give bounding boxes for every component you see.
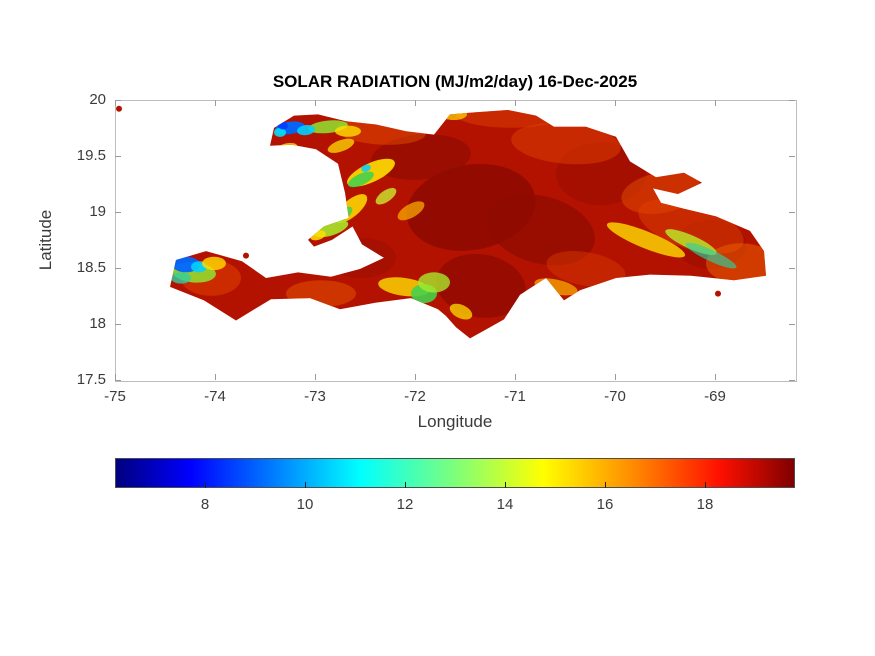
colorbar-tick-mark	[405, 482, 406, 488]
islet	[715, 290, 721, 297]
y-tick-mark	[115, 100, 121, 101]
y-tick-label: 19.5	[76, 147, 106, 164]
chart-title: SOLAR RADIATION (MJ/m2/day) 16-Dec-2025	[272, 72, 638, 91]
value-patch	[371, 134, 471, 180]
value-patch	[511, 122, 621, 165]
y-tick-mark	[115, 268, 121, 269]
x-tick-mark-top	[715, 100, 716, 106]
x-tick-mark-top	[615, 100, 616, 106]
y-tick-mark	[115, 212, 121, 213]
value-patch	[418, 272, 450, 293]
value-patch	[375, 187, 397, 205]
value-patch	[297, 124, 315, 136]
colorbar-tick-label: 18	[696, 496, 714, 513]
colorbar-tick-mark	[705, 482, 706, 488]
colorbar-tick-label: 12	[396, 496, 414, 513]
x-tick-mark-top	[315, 100, 316, 106]
value-patch	[278, 121, 288, 130]
x-tick-mark-top	[215, 100, 216, 106]
y-tick-mark-right	[789, 380, 795, 381]
y-tick-mark-right	[789, 100, 795, 101]
value-patch	[286, 280, 356, 307]
value-patch	[335, 125, 361, 137]
colorbar-tick-label: 14	[496, 496, 514, 513]
colorbar	[115, 458, 795, 488]
y-tick-mark	[115, 380, 121, 381]
x-tick-mark	[215, 374, 216, 380]
colorbar-tick-label: 10	[296, 496, 314, 513]
value-patch	[638, 199, 744, 254]
value-patch	[348, 171, 374, 188]
colorbar-tick-mark	[505, 482, 506, 488]
value-patch	[202, 256, 226, 271]
x-tick-mark-top	[415, 100, 416, 106]
y-tick-mark-right	[789, 268, 795, 269]
x-tick-mark	[115, 374, 116, 380]
y-tick-mark	[115, 324, 121, 325]
y-tick-label: 19	[89, 203, 106, 220]
heatmap-canvas	[116, 105, 766, 339]
x-axis-label: Longitude	[417, 412, 493, 431]
value-patch	[274, 127, 286, 137]
x-tick-label: -75	[104, 388, 126, 405]
y-tick-mark-right	[789, 156, 795, 157]
value-patch	[361, 164, 371, 172]
x-tick-mark-top	[515, 100, 516, 106]
value-patch	[456, 110, 566, 128]
value-patch	[546, 251, 626, 287]
x-tick-mark-top	[115, 100, 116, 106]
value-patch	[436, 253, 526, 318]
colorbar-tick-mark	[605, 482, 606, 488]
x-tick-mark	[415, 374, 416, 380]
value-patch	[326, 237, 396, 278]
value-patch	[685, 242, 737, 269]
islet	[116, 105, 122, 112]
y-tick-label: 17.5	[76, 371, 106, 388]
y-tick-mark-right	[789, 212, 795, 213]
colorbar-tick-label: 8	[200, 496, 210, 513]
value-patch	[171, 272, 191, 284]
x-tick-mark	[515, 374, 516, 380]
plot-area	[115, 100, 797, 382]
y-tick-mark-right	[789, 324, 795, 325]
y-tick-label: 20	[89, 91, 106, 108]
y-tick-mark	[115, 156, 121, 157]
x-tick-mark	[315, 374, 316, 380]
y-tick-label: 18	[89, 315, 106, 332]
value-patch	[327, 138, 355, 153]
colorbar-tick-label: 16	[596, 496, 614, 513]
x-tick-label: -70	[604, 388, 626, 405]
x-tick-label: -72	[404, 388, 426, 405]
x-tick-label: -74	[204, 388, 226, 405]
x-tick-mark	[715, 374, 716, 380]
value-patch	[706, 243, 766, 284]
x-tick-label: -71	[504, 388, 526, 405]
x-tick-label: -73	[304, 388, 326, 405]
value-patch	[487, 194, 595, 266]
value-patch	[606, 222, 686, 258]
value-patch	[441, 110, 467, 120]
value-patch	[397, 201, 425, 221]
value-patch	[449, 303, 473, 320]
x-tick-mark	[615, 374, 616, 380]
islet	[243, 252, 249, 259]
colorbar-tick-mark	[205, 482, 206, 488]
colorbar-tick-mark	[305, 482, 306, 488]
x-tick-label: -69	[704, 388, 726, 405]
y-tick-label: 18.5	[76, 259, 106, 276]
